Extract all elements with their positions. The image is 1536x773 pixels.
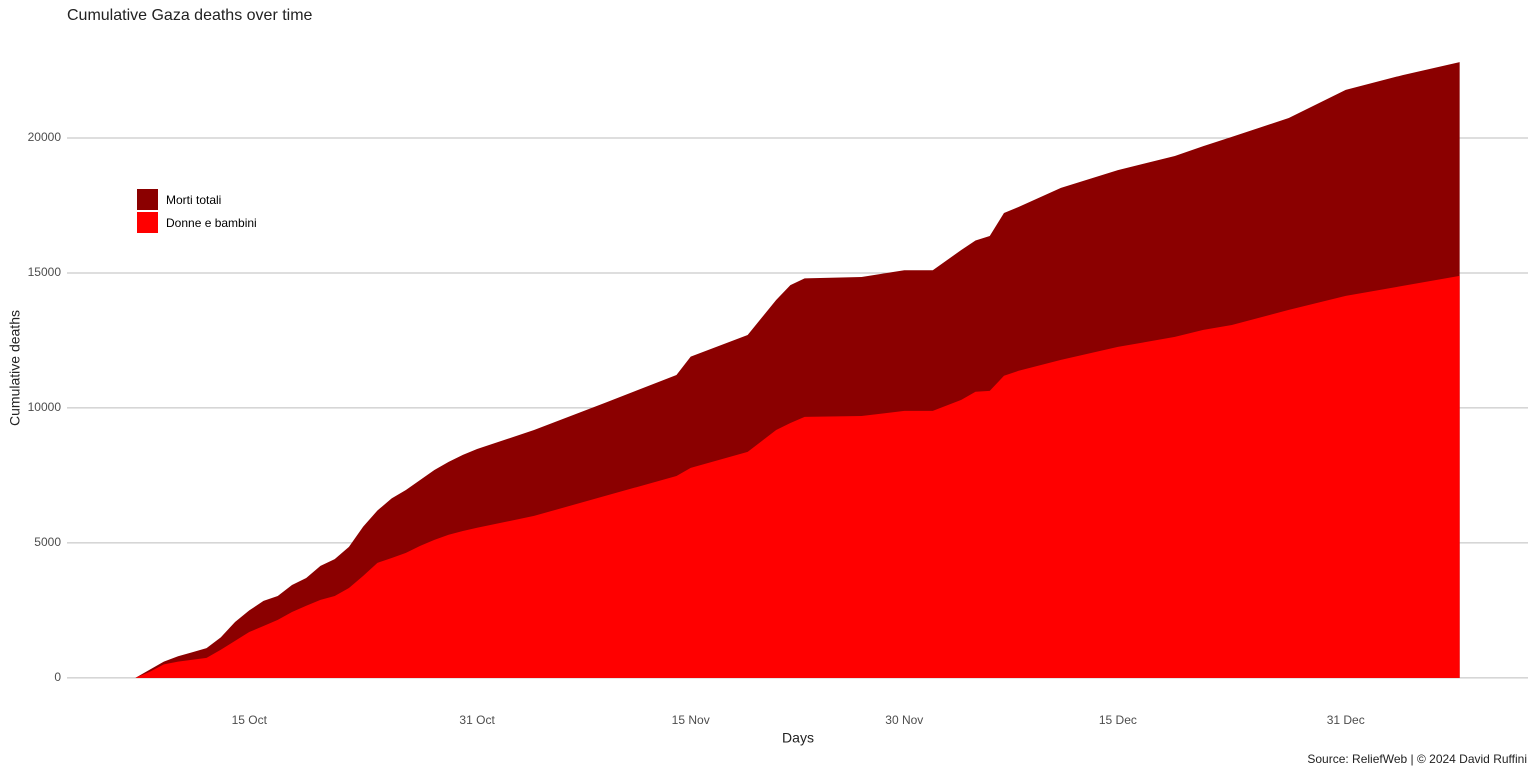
legend-label: Morti totali (166, 193, 221, 207)
legend-swatch (137, 212, 158, 233)
y-axis-label: Cumulative deaths (7, 310, 23, 426)
area (135, 275, 1460, 678)
x-tick-label: 31 Oct (459, 713, 495, 727)
legend-label: Donne e bambini (166, 216, 257, 230)
y-tick-label: 15000 (28, 265, 62, 279)
caption: Source: ReliefWeb | © 2024 David Ruffini (1307, 752, 1527, 766)
x-tick-label: 30 Nov (885, 713, 923, 727)
y-tick-label: 0 (54, 670, 61, 684)
x-tick-label: 15 Nov (672, 713, 710, 727)
x-axis-label: Days (782, 730, 814, 746)
y-tick-label: 10000 (28, 400, 62, 414)
y-tick-label: 20000 (28, 130, 62, 144)
chart-title: Cumulative Gaza deaths over time (67, 7, 313, 24)
x-tick-label: 31 Dec (1327, 713, 1365, 727)
x-tick-label: 15 Oct (232, 713, 268, 727)
legend-swatch (137, 189, 158, 210)
y-tick-label: 5000 (34, 535, 61, 549)
x-tick-label: 15 Dec (1099, 713, 1137, 727)
